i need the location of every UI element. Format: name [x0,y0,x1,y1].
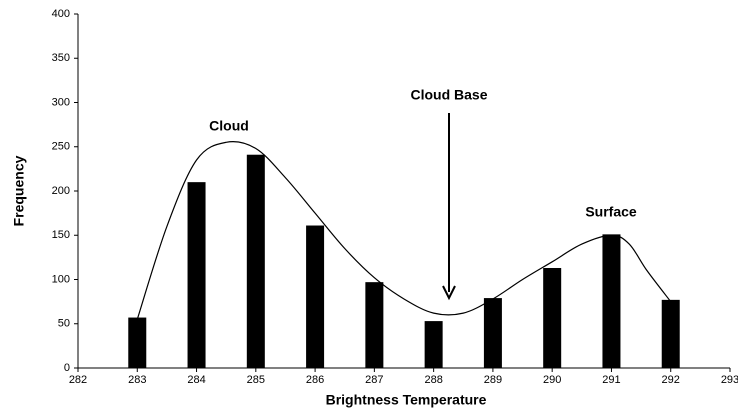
bar [306,225,325,368]
x-tick-label: 284 [187,374,205,386]
bar [246,154,265,368]
x-tick-label: 290 [543,374,561,386]
x-tick-label: 289 [484,374,502,386]
y-tick-label: 350 [52,52,70,64]
y-tick-label: 100 [52,273,70,285]
x-tick-label: 288 [424,374,442,386]
y-tick-label: 250 [52,141,70,153]
annotation: Cloud Base [410,87,487,103]
y-axis-label: Frequency [11,155,27,226]
bar [661,299,680,368]
x-tick-label: 286 [306,374,324,386]
x-axis-label: Brightness Temperature [326,392,487,408]
x-tick-label: 285 [247,374,265,386]
y-tick-label: 0 [64,362,70,374]
y-tick-label: 300 [52,96,70,108]
bar [483,298,502,368]
bar [365,282,384,368]
y-tick-label: 200 [52,185,70,197]
bar [424,321,443,368]
bar [187,182,206,368]
arrow-head [442,285,456,301]
x-tick-label: 287 [365,374,383,386]
y-tick-label: 50 [58,318,70,330]
x-tick-label: 292 [662,374,680,386]
bar [128,317,147,368]
bar [543,267,562,368]
x-tick-label: 283 [128,374,146,386]
y-tick-label: 150 [52,229,70,241]
curve [136,141,672,320]
annotation: Cloud [209,118,249,134]
x-tick-label: 293 [721,374,738,386]
y-tick-label: 400 [52,8,70,20]
annotation: Surface [585,204,637,220]
bar [602,234,621,368]
x-tick-label: 282 [69,374,87,386]
x-tick-label: 291 [602,374,620,386]
